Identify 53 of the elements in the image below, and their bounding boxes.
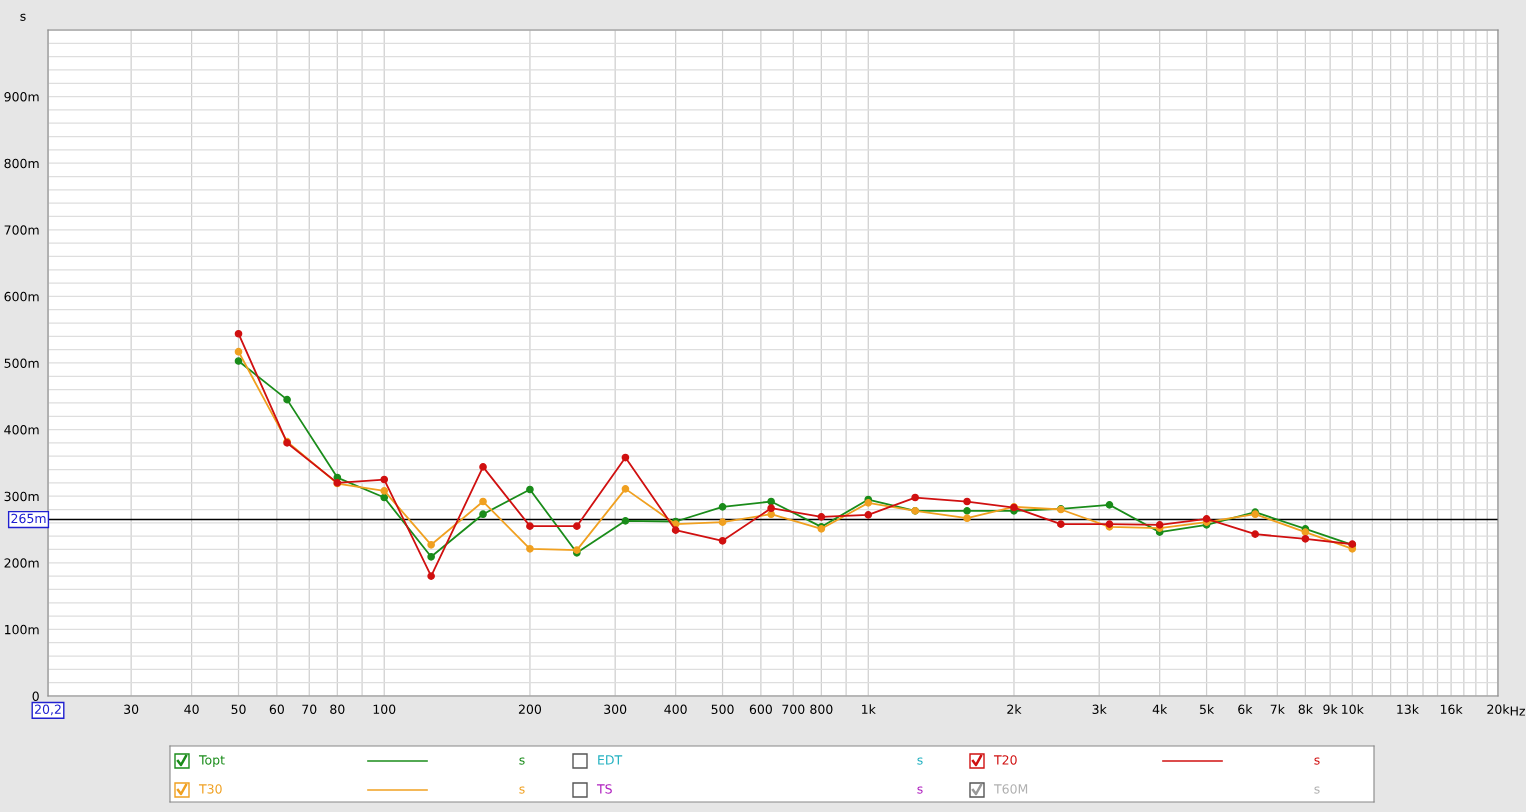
x-tick-label: 4k — [1152, 704, 1168, 714]
legend-label: T20 — [993, 755, 1017, 765]
legend-label: T30 — [198, 784, 222, 794]
y-tick-label: 600m — [4, 291, 39, 302]
x-tick-label: 600 — [749, 704, 772, 715]
x-tick-label: 800 — [810, 704, 833, 715]
text: s — [519, 757, 525, 765]
text: T60M — [993, 784, 1028, 794]
x-tick-label: 8k — [1298, 704, 1313, 715]
text: s — [1314, 786, 1320, 794]
y-tick-label: 700m — [4, 225, 39, 235]
text: s — [1314, 757, 1320, 765]
y-axis-title: s — [20, 13, 26, 21]
legend-label: Topt — [198, 755, 225, 768]
y-tick-label: 900m — [4, 92, 39, 102]
x-tick-label: 200 — [518, 704, 542, 715]
y-tick-label: 100m — [5, 624, 39, 635]
x-tick-label: 3k — [1092, 704, 1107, 715]
text: TS — [596, 784, 612, 794]
x-tick-label: 50 — [231, 704, 246, 715]
x-tick-label: 16k — [1440, 704, 1463, 715]
y-tick-label: 500m — [4, 358, 39, 368]
ref-line-label: 265m — [11, 513, 46, 524]
x-tick-label: 5k — [1199, 704, 1215, 715]
x-tick-label: 7k — [1270, 704, 1285, 714]
x-tick-label: 9k — [1323, 704, 1338, 715]
text: s — [917, 757, 923, 765]
y-tick-label: 400m — [4, 425, 39, 435]
x-tick-label: 10k — [1342, 704, 1364, 715]
x-tick-label: 40 — [184, 704, 199, 715]
x-tick-label: 20k — [1487, 704, 1510, 715]
y-tick-label: 0 — [32, 691, 39, 701]
x-tick-label: 500 — [711, 704, 734, 715]
x-tick-label: 60 — [269, 704, 284, 715]
x-tick-label: 2k — [1007, 704, 1022, 714]
x-tick-label: 700 — [782, 704, 805, 715]
x-tick-label: 100 — [373, 704, 396, 715]
x-tick-label: 300 — [604, 704, 627, 715]
x-axis-title: Hz — [1510, 706, 1525, 716]
x-tick-label: 13k — [1397, 704, 1419, 715]
y-tick-label: 300m — [4, 491, 39, 502]
text: s — [519, 786, 525, 794]
x-tick-label: 20,2 — [35, 704, 61, 716]
x-tick-label: 1k — [862, 704, 876, 714]
x-tick-label: 400 — [664, 704, 687, 715]
x-tick-label: 6k — [1238, 704, 1253, 715]
y-tick-label: 200m — [4, 558, 39, 568]
x-tick-label: 30 — [124, 704, 139, 715]
x-tick-label: 80 — [330, 704, 345, 715]
x-tick-label: 70 — [302, 704, 317, 715]
text: s — [917, 786, 923, 794]
y-tick-label: 800m — [4, 158, 39, 169]
text: EDT — [598, 755, 623, 765]
